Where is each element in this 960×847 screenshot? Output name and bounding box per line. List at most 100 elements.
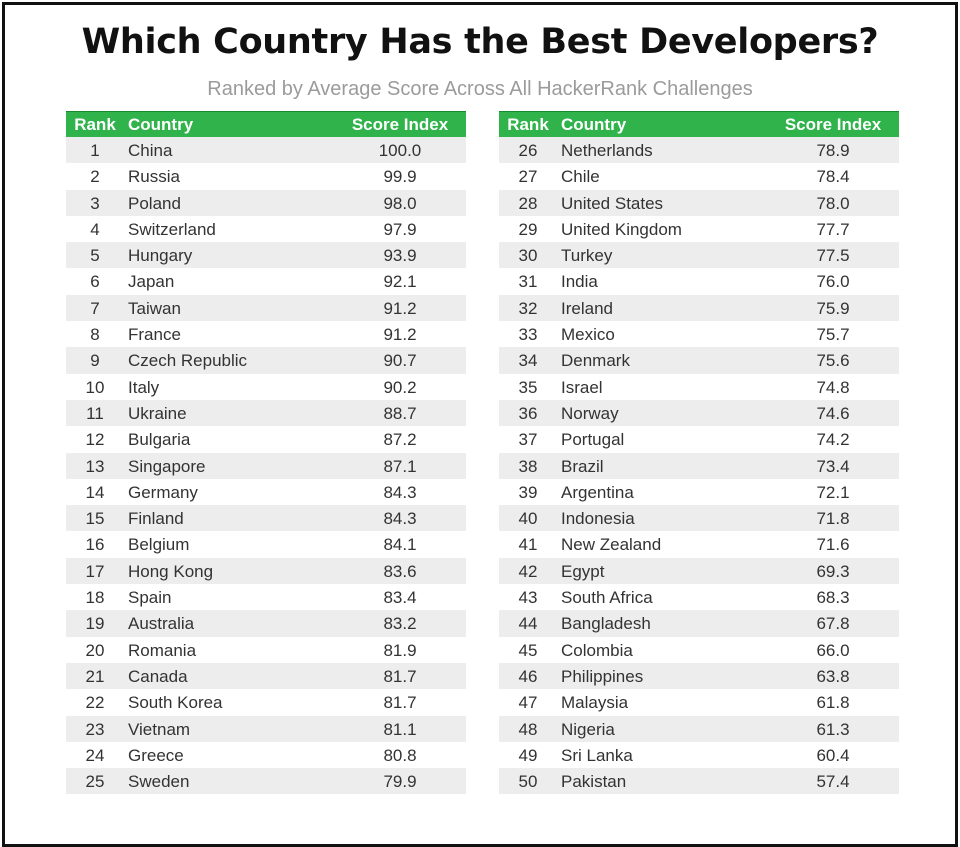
score-cell: 93.9 (383, 246, 417, 266)
score-cell: 91.2 (383, 298, 417, 318)
table-row: 44 Bangladesh 67.8 (499, 610, 899, 637)
country-cell: Malaysia (561, 693, 629, 713)
header-score-index: Score Index (784, 115, 882, 134)
country-cell: Italy (128, 377, 160, 397)
score-cell: 78.0 (816, 193, 850, 213)
rank-cell: 12 (85, 430, 105, 450)
rank-cell: 6 (90, 272, 100, 292)
table-row: 34 Denmark 75.6 (499, 347, 899, 374)
table-row: 46 Philippines 63.8 (499, 662, 899, 690)
table-row: 12 Bulgaria 87.2 (66, 426, 466, 452)
table-row: 20 Romania 81.9 (66, 637, 466, 663)
score-cell: 63.8 (816, 666, 850, 686)
table-row: 18 Spain 83.4 (66, 584, 466, 610)
rank-cell: 11 (86, 403, 104, 423)
table-row: 3 Poland 98.0 (66, 189, 466, 216)
score-cell: 80.8 (383, 745, 417, 765)
country-cell: Israel (561, 377, 603, 397)
ranking-table-right: Rank Country Score Index 26 Netherlands 78… (499, 111, 899, 795)
score-cell: 78.4 (816, 167, 850, 187)
rank-cell: 36 (518, 403, 538, 423)
rank-cell: 10 (85, 377, 105, 397)
table-row: 21 Canada 81.7 (66, 662, 466, 690)
rank-cell: 14 (85, 482, 105, 502)
score-cell: 78.9 (816, 141, 850, 160)
score-cell: 81.7 (383, 693, 417, 713)
table-row: 29 United Kingdom 77.7 (499, 216, 899, 242)
rank-cell: 3 (90, 193, 100, 213)
country-cell: United States (561, 193, 664, 213)
rank-cell: 2 (90, 167, 100, 187)
rank-cell: 47 (518, 693, 538, 713)
rank-cell: 39 (518, 482, 538, 502)
rank-cell: 30 (518, 246, 538, 266)
rank-cell: 29 (518, 219, 538, 239)
country-cell: Greece (128, 745, 184, 765)
table-row: 40 Indonesia 71.8 (499, 505, 899, 532)
rank-cell: 18 (85, 588, 105, 608)
country-cell: Brazil (561, 456, 604, 476)
table-row: 9 Czech Republic 90.7 (66, 347, 466, 374)
country-cell: Poland (128, 193, 181, 213)
country-cell: Taiwan (128, 298, 181, 318)
rank-cell: 28 (518, 193, 538, 213)
table-row: 17 Hong Kong 83.6 (66, 557, 466, 585)
rank-cell: 16 (85, 535, 105, 555)
table-row: 27 Chile 78.4 (499, 163, 899, 189)
country-cell: Sri Lanka (561, 745, 633, 765)
score-cell: 84.3 (383, 509, 417, 529)
table-row: 43 South Africa 68.3 (499, 584, 899, 610)
country-cell: Chile (561, 167, 600, 187)
score-cell: 68.3 (816, 588, 850, 608)
score-cell: 81.1 (383, 719, 417, 739)
rank-cell: 19 (85, 614, 105, 634)
table-row: 39 Argentina 72.1 (499, 479, 899, 505)
table-row: 22 South Korea 81.7 (66, 689, 466, 715)
rank-cell: 48 (518, 719, 538, 739)
rank-cell: 34 (518, 351, 538, 371)
table-row: 49 Sri Lanka 60.4 (499, 742, 899, 768)
country-cell: Turkey (561, 246, 613, 266)
table-row: 33 Mexico 75.7 (499, 321, 899, 347)
rank-cell: 7 (90, 298, 100, 318)
table-body-left: 1 China 100.0 2 Russia 99.9 3 Poland 98.0 4 Switze… (66, 137, 466, 795)
rank-cell: 9 (90, 351, 100, 371)
table-row: 37 Portugal 74.2 (499, 426, 899, 452)
country-cell: Singapore (128, 456, 206, 476)
rank-cell: 32 (518, 298, 538, 318)
header-rank: Rank (507, 115, 549, 134)
score-cell: 90.2 (383, 377, 417, 397)
score-cell: 97.9 (383, 219, 417, 239)
table-row: 25 Sweden 79.9 (66, 768, 466, 795)
country-cell: Germany (128, 482, 198, 502)
country-cell: Australia (128, 614, 195, 634)
score-cell: 60.4 (816, 745, 850, 765)
rank-cell: 42 (518, 561, 538, 581)
table-row: 35 Israel 74.8 (499, 374, 899, 400)
score-cell: 84.1 (383, 535, 417, 555)
score-cell: 92.1 (383, 272, 417, 292)
table-row: 16 Belgium 84.1 (66, 531, 466, 557)
rank-cell: 1 (90, 141, 100, 160)
table-row: 10 Italy 90.2 (66, 374, 466, 400)
table-row: 11 Ukraine 88.7 (66, 399, 466, 427)
country-cell: Spain (128, 588, 172, 608)
score-cell: 81.7 (383, 666, 417, 686)
rank-cell: 33 (518, 325, 538, 345)
score-cell: 61.8 (816, 693, 850, 713)
table-header: Rank Country Score Index (66, 111, 466, 137)
score-cell: 91.2 (383, 325, 417, 345)
table-row: 41 New Zealand 71.6 (499, 531, 899, 557)
score-cell: 75.6 (816, 351, 850, 371)
rank-cell: 35 (518, 377, 538, 397)
table-row: 38 Brazil 73.4 (499, 452, 899, 479)
country-cell: Portugal (561, 430, 625, 450)
country-cell: Argentina (561, 482, 634, 502)
table-row: 2 Russia 99.9 (66, 163, 466, 189)
country-cell: Sweden (128, 772, 190, 792)
header-score-index: Score Index (351, 115, 449, 134)
country-cell: Pakistan (561, 772, 627, 792)
rank-cell: 24 (85, 745, 105, 765)
table-row: 6 Japan 92.1 (66, 268, 466, 294)
